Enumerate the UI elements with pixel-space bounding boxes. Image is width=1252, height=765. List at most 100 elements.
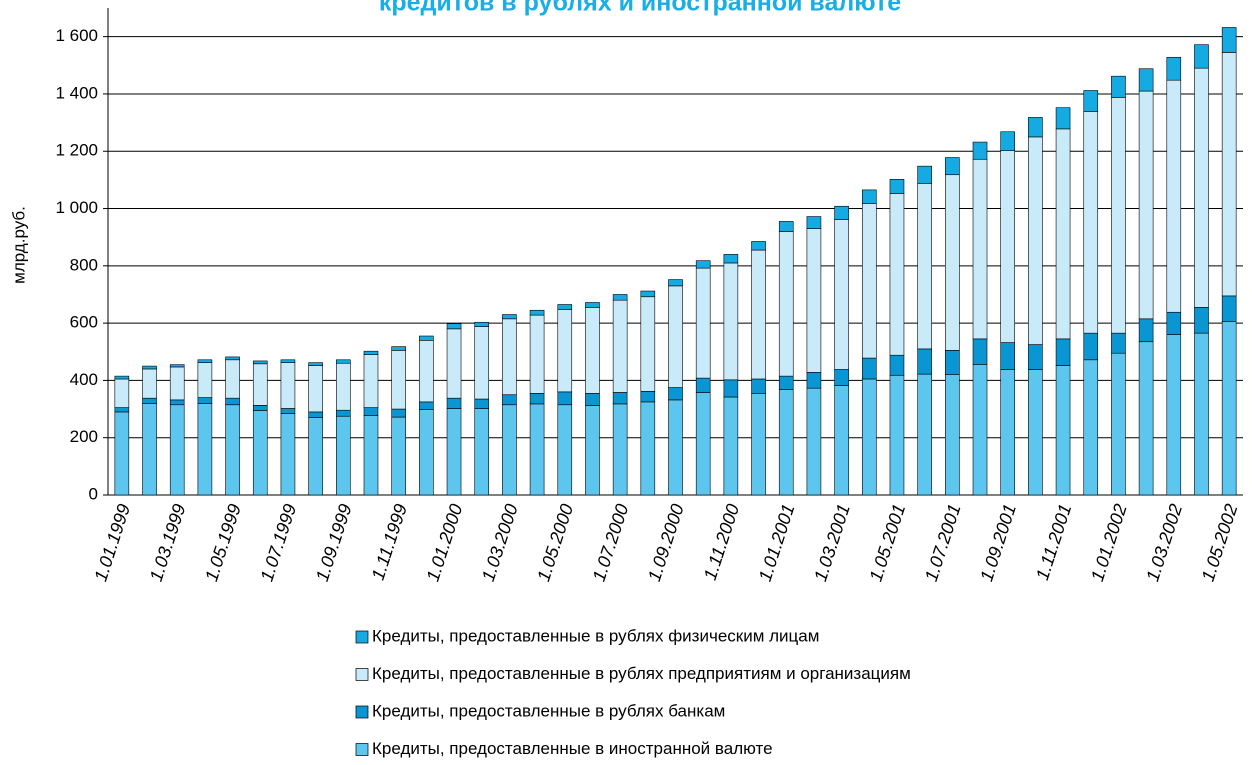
bar-segment: [695, 267, 711, 379]
bar-segment: [169, 404, 185, 496]
bar-segment: [640, 290, 656, 298]
bar-segment: [529, 309, 545, 316]
bar-segment: [1194, 332, 1209, 496]
bar-segment: [668, 279, 683, 287]
bar-segment: [1028, 117, 1043, 138]
bar-segment: [1221, 321, 1237, 496]
bar-segment: [1000, 342, 1015, 370]
bar-segment: [806, 216, 822, 229]
bar-segment: [1055, 107, 1071, 130]
bar-segment: [446, 323, 462, 330]
bar-segment: [723, 379, 739, 398]
bar-segment: [336, 359, 351, 364]
bar-segment: [391, 408, 406, 418]
y-tick-label: 600: [70, 313, 98, 332]
bar-segment: [889, 354, 905, 376]
bar-segment: [1166, 79, 1182, 313]
bar-segment: [446, 397, 462, 409]
chart-title: кредитов в рублях и иностранной валюте: [379, 0, 901, 17]
bar-segment: [225, 359, 240, 399]
bar-segment: [585, 405, 600, 496]
bar-segment: [1028, 369, 1043, 496]
bar-segment: [1194, 44, 1209, 69]
bar-segment: [1138, 90, 1154, 320]
bar-segment: [1166, 311, 1182, 335]
bar-segment: [197, 359, 213, 363]
bar-segment: [640, 401, 656, 496]
bar-segment: [1111, 332, 1126, 354]
bar-segment: [1055, 365, 1071, 496]
x-tick-label: 1.09.2000: [644, 502, 688, 584]
bar-segment: [917, 348, 932, 375]
bar-segment: [557, 391, 573, 406]
bar-segment: [1000, 150, 1015, 343]
bar-segment: [252, 360, 268, 365]
bar-segment: [391, 346, 406, 351]
bar-segment: [861, 189, 877, 204]
x-tick-label: 1.11.2000: [700, 502, 743, 583]
bar-segment: [419, 340, 434, 403]
legend-swatch: [355, 630, 369, 644]
bar-segment: [529, 403, 545, 496]
bar-segment: [1083, 111, 1099, 334]
bar-segment: [1221, 52, 1237, 297]
bar-segment: [889, 193, 905, 356]
bar-segment: [363, 407, 379, 416]
bar-segment: [142, 403, 157, 496]
bar-segment: [1055, 128, 1071, 340]
bar-segment: [169, 364, 185, 368]
legend-label: Кредиты, предоставленные в рублях банкам: [372, 701, 725, 720]
bar-segment: [280, 408, 296, 414]
x-tick-label: 1.01.2000: [423, 502, 467, 584]
bar-segment: [142, 365, 157, 370]
y-tick-label: 0: [89, 484, 98, 503]
x-tick-label: 1.07.2000: [589, 502, 633, 584]
bar-segment: [1138, 318, 1154, 343]
bar-segment: [446, 408, 462, 496]
bar-segment: [474, 408, 490, 496]
bar-segment: [585, 302, 600, 308]
legend-swatch: [355, 743, 369, 756]
x-tick-label: 1.11.1999: [368, 502, 411, 583]
bar-segment: [889, 374, 905, 496]
legend-label: Кредиты, предоставленные в рублях физиче…: [372, 626, 819, 645]
y-tick-label: 1 200: [55, 141, 98, 160]
legend-swatch: [355, 668, 369, 681]
bar-segment: [308, 411, 323, 418]
bar-segment: [972, 364, 988, 496]
bar-segment: [640, 296, 656, 392]
bar-segment: [723, 254, 739, 264]
bar-segment: [557, 304, 573, 310]
bar-segment: [834, 219, 849, 370]
bar-segment: [834, 369, 849, 386]
bar-segment: [142, 368, 157, 399]
bar-segment: [1083, 359, 1099, 496]
x-tick-label: 1.05.2001: [866, 502, 910, 584]
bar-segment: [446, 328, 462, 399]
bar-segment: [806, 372, 822, 389]
bar-segment: [861, 203, 877, 359]
x-tick-label: 1.01.2002: [1087, 502, 1131, 584]
bar-segment: [1221, 295, 1237, 322]
y-tick-label: 1 000: [55, 198, 98, 217]
bar-segment: [1055, 338, 1071, 366]
bar-segment: [723, 396, 739, 496]
legend-label: Кредиты, предоставленные в рублях предпр…: [372, 664, 911, 683]
x-tick-label: 1.01.2001: [755, 502, 799, 584]
bar-segment: [391, 350, 406, 410]
bar-segment: [197, 397, 213, 404]
bar-segment: [336, 415, 351, 496]
legend-label: Кредиты, предоставленные в иностранной в…: [372, 739, 773, 758]
bar-segment: [336, 362, 351, 411]
bar-segment: [834, 205, 849, 220]
bar-segment: [363, 350, 379, 355]
bar-segment: [280, 359, 296, 363]
bar-segment: [114, 378, 130, 408]
x-tick-label: 1.05.1999: [201, 502, 245, 584]
x-tick-label: 1.03.2000: [478, 502, 522, 584]
bar-segment: [861, 378, 877, 496]
bar-segment: [502, 314, 517, 320]
bar-segment: [585, 393, 600, 406]
bar-segment: [252, 363, 268, 406]
